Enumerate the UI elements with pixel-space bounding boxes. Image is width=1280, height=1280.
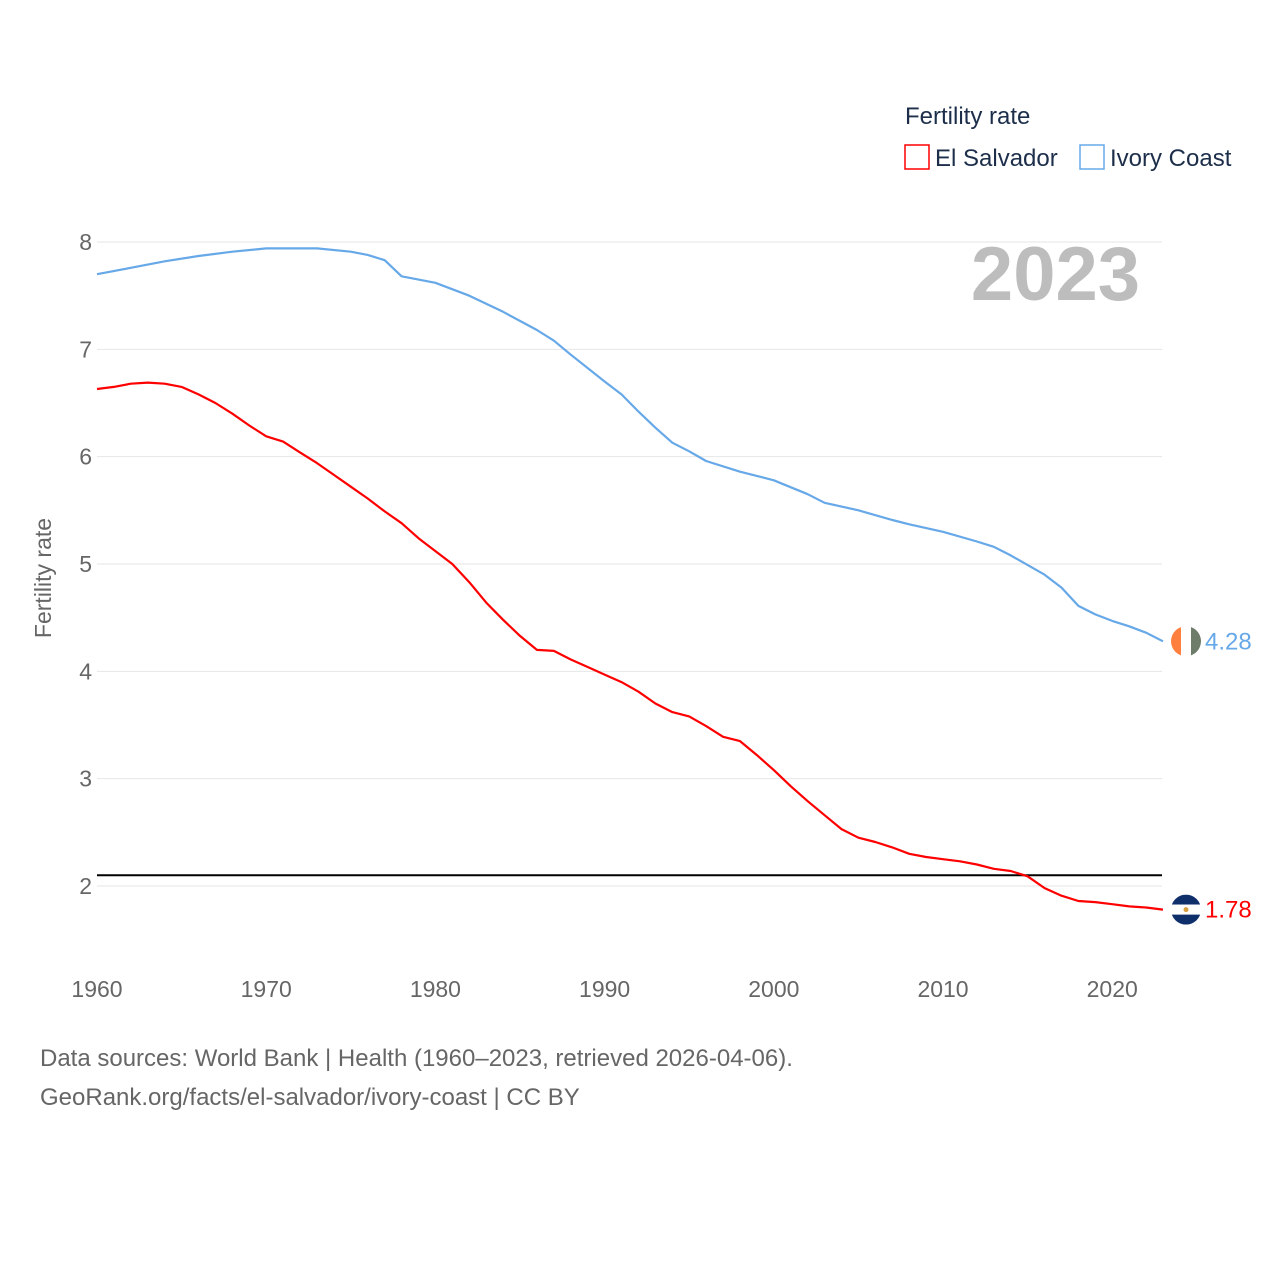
x-tick-label: 2010	[917, 976, 968, 1002]
flag-stripe	[1181, 626, 1191, 657]
el-salvador-flag-icon	[1171, 894, 1201, 925]
x-axis: 1960 1970 1980 1990 2000 2010 2020	[71, 976, 1137, 1002]
flag-stripe	[1171, 626, 1181, 657]
y-tick-label: 6	[79, 444, 92, 470]
flag-stripe	[1191, 626, 1201, 657]
legend-swatch-ivory-coast[interactable]	[1079, 144, 1105, 170]
x-tick-label: 2000	[748, 976, 799, 1002]
end-value-label: 4.28	[1205, 628, 1252, 655]
series-line-ivory-coast	[96, 247, 1164, 643]
y-tick-label: 7	[79, 336, 92, 362]
end-labels: 1.78 4.28	[1171, 626, 1252, 925]
y-tick-label: 5	[79, 551, 92, 577]
legend-label-ivory-coast[interactable]: Ivory Coast	[1110, 145, 1232, 172]
legend: Fertility rate El Salvador Ivory Coast	[904, 103, 1232, 172]
legend-swatch-el-salvador[interactable]	[904, 144, 930, 170]
y-tick-label: 8	[79, 229, 92, 255]
source-link[interactable]: GeoRank.org/facts/el-salvador/ivory-coas…	[40, 1084, 580, 1111]
flag-emblem	[1183, 907, 1189, 913]
end-value-label: 1.78	[1205, 897, 1252, 924]
year-label: 2023	[971, 232, 1140, 317]
x-tick-label: 1970	[241, 976, 292, 1002]
y-tick-label: 4	[79, 658, 92, 684]
flag-stripe	[1171, 894, 1201, 905]
y-axis: 2 3 4 5 6 7 8	[79, 229, 92, 899]
series-line-el-salvador	[96, 381, 1164, 911]
x-tick-label: 2020	[1087, 976, 1138, 1002]
x-tick-label: 1990	[579, 976, 630, 1002]
y-tick-label: 2	[79, 873, 92, 899]
source-note: Data sources: World Bank | Health (1960–…	[40, 1045, 793, 1072]
legend-label-el-salvador[interactable]: El Salvador	[935, 145, 1058, 172]
x-tick-label: 1960	[71, 976, 122, 1002]
y-axis-label: Fertility rate	[30, 518, 56, 638]
legend-title: Fertility rate	[905, 103, 1030, 130]
flag-stripe	[1171, 914, 1201, 925]
y-tick-label: 3	[79, 766, 92, 792]
ivory-coast-flag-icon	[1171, 626, 1201, 657]
series-lines	[96, 247, 1164, 911]
grid	[97, 241, 1162, 887]
x-tick-label: 1980	[410, 976, 461, 1002]
